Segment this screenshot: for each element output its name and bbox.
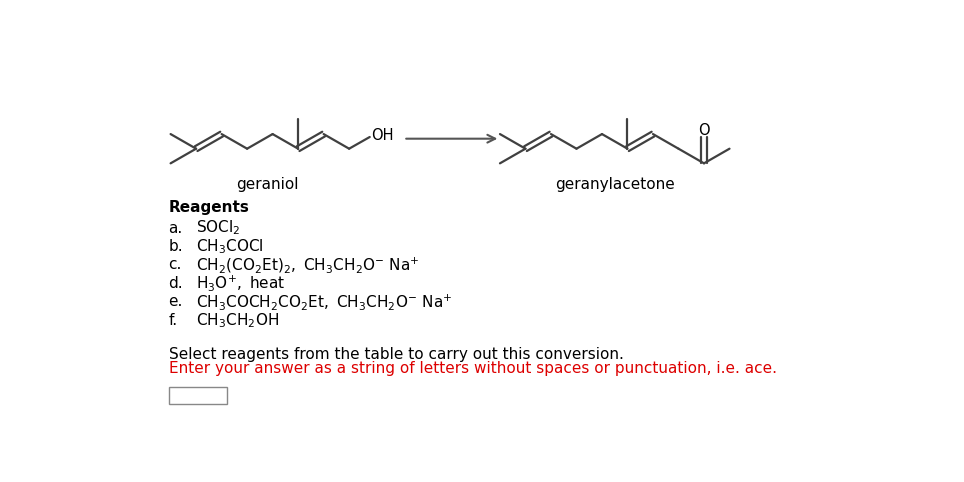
Text: e.: e. bbox=[169, 295, 183, 309]
Text: Reagents: Reagents bbox=[169, 201, 250, 215]
Text: $\mathrm{H_3O^{+},\ heat}$: $\mathrm{H_3O^{+},\ heat}$ bbox=[197, 273, 285, 294]
Text: geraniol: geraniol bbox=[236, 177, 299, 192]
Text: Enter your answer as a string of letters without spaces or punctuation, i.e. ace: Enter your answer as a string of letters… bbox=[169, 361, 777, 375]
Text: $\mathrm{CH_3COCl}$: $\mathrm{CH_3COCl}$ bbox=[197, 237, 264, 256]
Text: OH: OH bbox=[371, 128, 393, 143]
Bar bbox=[169, 388, 227, 404]
Text: b.: b. bbox=[169, 239, 183, 254]
Text: $\mathrm{CH_3CH_2OH}$: $\mathrm{CH_3CH_2OH}$ bbox=[197, 311, 280, 330]
Text: Select reagents from the table to carry out this conversion.: Select reagents from the table to carry … bbox=[169, 347, 624, 362]
Text: a.: a. bbox=[169, 220, 183, 236]
Text: O: O bbox=[698, 122, 710, 137]
Text: geranylacetone: geranylacetone bbox=[555, 177, 675, 192]
Text: $\mathrm{CH_2(CO_2Et)_2,\ CH_3CH_2O^{-}\ Na^{+}}$: $\mathrm{CH_2(CO_2Et)_2,\ CH_3CH_2O^{-}\… bbox=[197, 255, 420, 275]
Text: f.: f. bbox=[169, 313, 177, 328]
Text: c.: c. bbox=[169, 257, 182, 272]
Text: $\mathrm{SOCl_2}$: $\mathrm{SOCl_2}$ bbox=[197, 219, 241, 237]
Text: $\mathrm{CH_3COCH_2CO_2Et,\ CH_3CH_2O^{-}\ Na^{+}}$: $\mathrm{CH_3COCH_2CO_2Et,\ CH_3CH_2O^{-… bbox=[197, 292, 453, 312]
Text: d.: d. bbox=[169, 276, 183, 291]
